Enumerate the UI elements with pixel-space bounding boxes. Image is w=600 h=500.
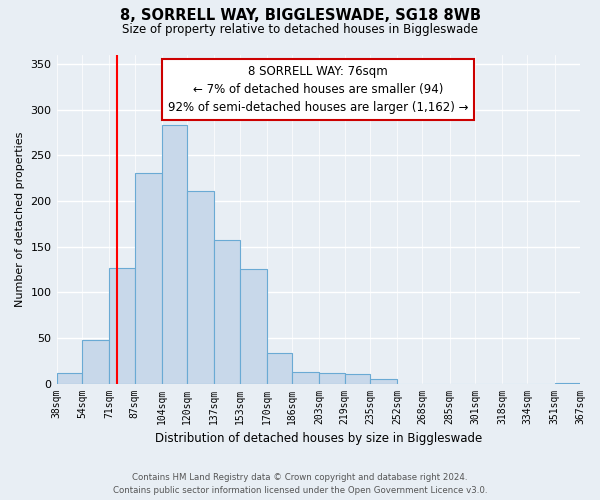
Text: 8, SORRELL WAY, BIGGLESWADE, SG18 8WB: 8, SORRELL WAY, BIGGLESWADE, SG18 8WB: [119, 8, 481, 22]
Bar: [109, 268, 134, 384]
Bar: [554, 382, 580, 384]
Bar: [56, 372, 82, 384]
Bar: [82, 340, 109, 384]
Bar: [134, 172, 161, 384]
Bar: [187, 191, 214, 384]
Bar: [292, 372, 319, 384]
Bar: [319, 372, 344, 384]
Bar: [214, 240, 239, 384]
Bar: [161, 126, 187, 384]
Bar: [344, 374, 370, 384]
Y-axis label: Number of detached properties: Number of detached properties: [15, 132, 25, 307]
Bar: [370, 379, 397, 384]
Bar: [239, 268, 266, 384]
Text: 8 SORRELL WAY: 76sqm
← 7% of detached houses are smaller (94)
92% of semi-detach: 8 SORRELL WAY: 76sqm ← 7% of detached ho…: [168, 65, 469, 114]
Bar: [266, 352, 292, 384]
Text: Contains HM Land Registry data © Crown copyright and database right 2024.
Contai: Contains HM Land Registry data © Crown c…: [113, 473, 487, 495]
X-axis label: Distribution of detached houses by size in Biggleswade: Distribution of detached houses by size …: [155, 432, 482, 445]
Text: Size of property relative to detached houses in Biggleswade: Size of property relative to detached ho…: [122, 22, 478, 36]
